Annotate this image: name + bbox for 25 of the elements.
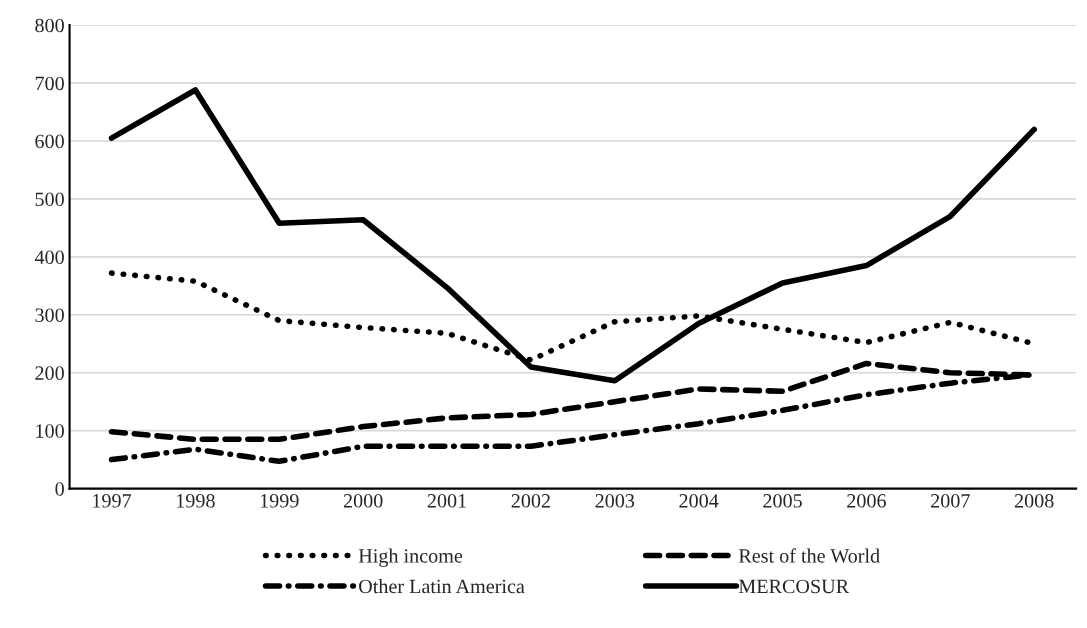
x-tick-label: 2000 [343, 494, 383, 508]
x-tick-label: 2006 [847, 494, 886, 508]
y-tick-label: 0 [55, 482, 64, 496]
x-tick-label: 2005 [763, 494, 802, 508]
y-tick-label: 400 [34, 250, 64, 265]
y-tick-label: 100 [36, 424, 64, 438]
y-tick-label: 700 [35, 76, 64, 91]
legend-label: Other Latin America [359, 579, 525, 594]
x-tick-label: 2003 [595, 494, 635, 508]
y-tick-label: 200 [35, 366, 64, 380]
x-tick-label: 1997 [93, 494, 132, 508]
x-tick-label: 2007 [931, 494, 970, 508]
legend-label: Rest of the World [738, 548, 880, 563]
y-tick-label: 600 [35, 134, 64, 149]
x-tick-label: 1998 [177, 494, 215, 508]
y-tick-label: 500 [35, 192, 64, 207]
x-tick-label: 2001 [427, 494, 466, 508]
legend-label: MERCOSUR [738, 579, 850, 594]
x-tick-label: 2004 [679, 494, 719, 508]
x-tick-label: 2002 [511, 494, 550, 508]
y-tick-label: 800 [35, 18, 64, 33]
y-tick-label: 300 [35, 308, 64, 322]
x-tick-label: 2008 [1014, 494, 1054, 508]
x-tick-label: 1999 [260, 494, 299, 508]
legend-label: High income [358, 548, 463, 567]
